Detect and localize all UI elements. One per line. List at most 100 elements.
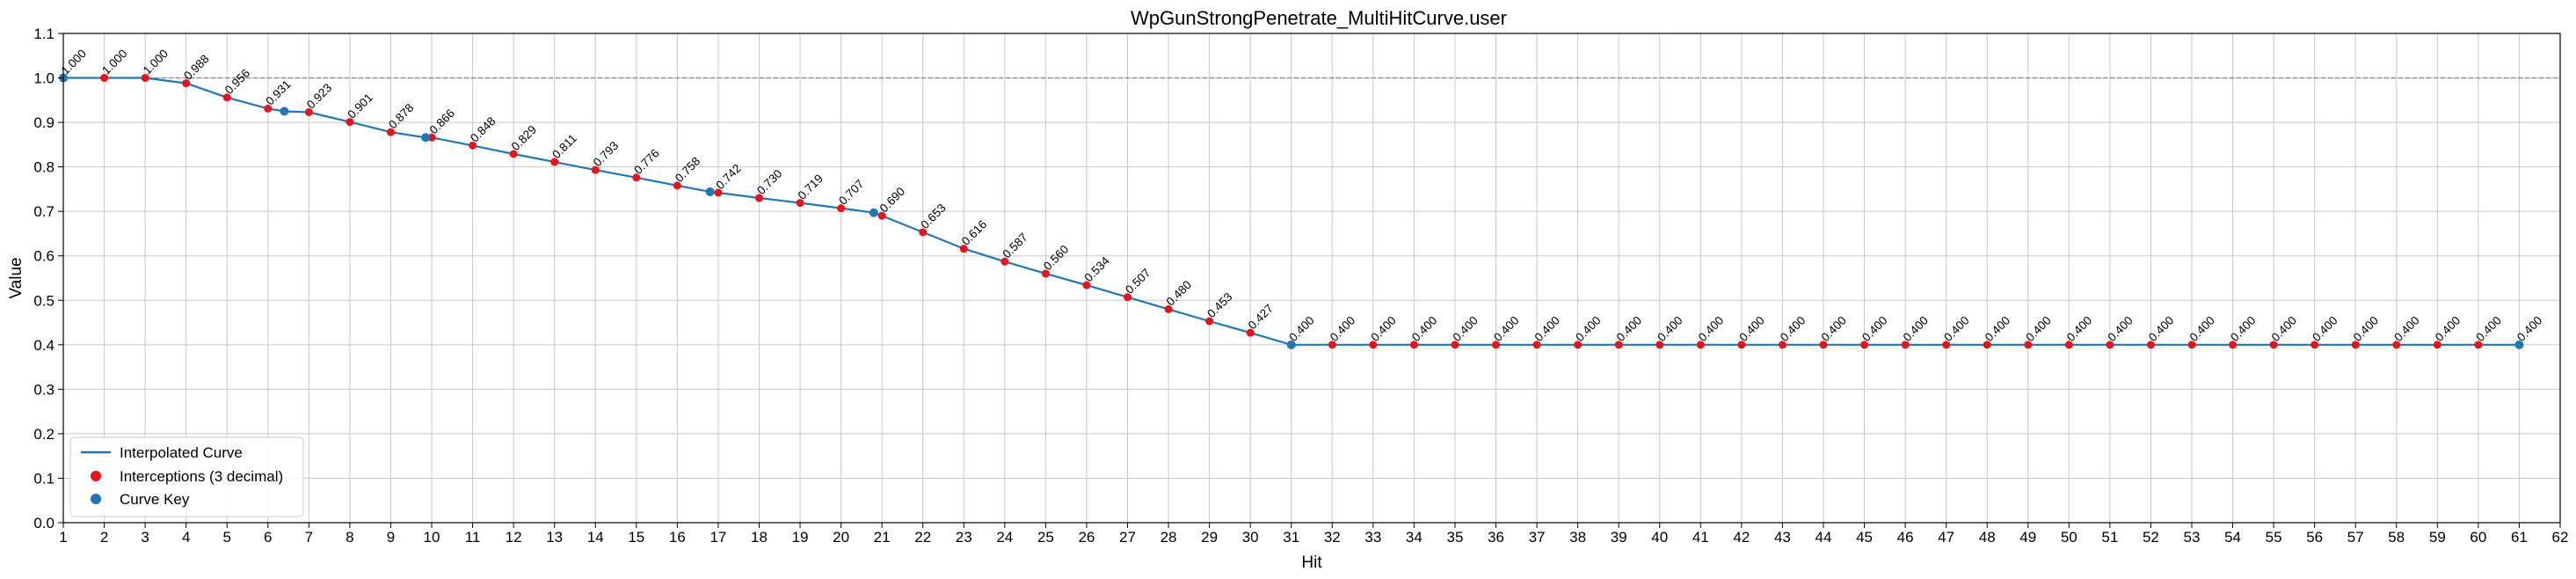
interception-point [1737, 341, 1746, 349]
x-tick-label: 22 [914, 529, 931, 546]
interception-point [1574, 341, 1583, 349]
axes-layer [62, 33, 2561, 524]
interception-point [919, 228, 928, 237]
x-tick-label: 53 [2184, 529, 2201, 546]
interception-point [2064, 341, 2073, 349]
chart-title: WpGunStrongPenetrate_MultiHitCurve.user [1131, 7, 1507, 29]
interception-point [2187, 341, 2196, 349]
x-tick-label: 37 [1529, 529, 1546, 546]
interception-point [1369, 341, 1378, 349]
curve-key-point [869, 208, 878, 217]
ticks-layer: 1 2 3 4 5 6 7 8 9 10 11 12 13 14 15 16 17 18 19 20 21 22 23 24 2… [33, 26, 2568, 546]
interception-point [100, 74, 109, 83]
x-tick-label: 40 [1651, 529, 1668, 546]
x-tick-label: 28 [1161, 529, 1177, 546]
x-tick-label: 1 [59, 529, 67, 546]
legend: Interpolated Curve Interceptions (3 deci… [69, 436, 304, 517]
x-tick-label: 33 [1364, 529, 1381, 546]
x-tick-label: 18 [751, 529, 768, 546]
interception-point [346, 118, 354, 127]
x-tick-label: 49 [2019, 529, 2036, 546]
interception-point [550, 158, 559, 166]
interception-point [2474, 341, 2483, 349]
interception-point [1778, 341, 1786, 349]
x-tick-label: 17 [709, 529, 726, 546]
x-tick-label: 46 [1897, 529, 1914, 546]
curve-key-point [705, 187, 715, 196]
x-tick-label: 24 [996, 529, 1013, 546]
interception-point [959, 245, 968, 253]
interception-point [1123, 293, 1132, 302]
x-tick-label: 62 [2552, 529, 2569, 546]
legend-box [69, 436, 304, 517]
x-tick-label: 47 [1938, 529, 1954, 546]
y-tick-label: 0.4 [33, 337, 55, 354]
x-tick-label: 31 [1283, 529, 1299, 546]
y-tick-label: 0.8 [33, 159, 55, 176]
y-tick-label: 0.0 [33, 515, 55, 531]
y-tick-label: 0.9 [33, 114, 55, 131]
interception-point [2433, 341, 2441, 349]
x-tick-label: 30 [1242, 529, 1259, 546]
interception-point [509, 150, 518, 158]
y-axis-label: Value [7, 257, 25, 298]
x-tick-label: 5 [222, 529, 230, 546]
x-tick-label: 41 [1692, 529, 1709, 546]
interception-point [1614, 341, 1623, 349]
x-tick-label: 19 [792, 529, 809, 546]
legend-item-curve: Interpolated Curve [120, 444, 243, 461]
x-tick-label: 61 [2511, 529, 2528, 546]
plot-background [63, 33, 2560, 523]
y-tick-label: 0.6 [33, 248, 55, 265]
interception-point [2229, 341, 2238, 349]
interception-point [2310, 341, 2319, 349]
interception-point [304, 107, 313, 116]
legend-item-keys: Curve Key [120, 491, 190, 508]
interception-point [591, 165, 600, 174]
x-tick-label: 27 [1119, 529, 1136, 546]
x-tick-label: 59 [2429, 529, 2446, 546]
x-tick-label: 60 [2470, 529, 2486, 546]
interception-point [1655, 341, 1664, 349]
interception-point [1819, 341, 1828, 349]
interception-point [2392, 341, 2401, 349]
x-tick-label: 10 [424, 529, 440, 546]
x-axis-label: Hit [1301, 553, 1322, 572]
interception-point [2269, 341, 2278, 349]
x-tick-label: 48 [1979, 529, 1996, 546]
x-tick-label: 8 [346, 529, 353, 546]
x-tick-label: 38 [1569, 529, 1586, 546]
interception-point [1451, 341, 1459, 349]
x-tick-label: 13 [546, 529, 563, 546]
interception-point [2024, 341, 2033, 349]
interception-point [386, 128, 395, 136]
y-tick-label: 0.3 [33, 381, 55, 398]
x-tick-label: 39 [1611, 529, 1627, 546]
x-tick-label: 23 [956, 529, 972, 546]
y-tick-label: 0.1 [33, 470, 55, 487]
legend-item-interceptions: Interceptions (3 decimal) [120, 468, 283, 485]
interception-point [754, 194, 763, 202]
plot-area [63, 33, 2560, 523]
x-tick-label: 12 [506, 529, 522, 546]
interception-point [714, 188, 723, 197]
x-tick-label: 3 [141, 529, 149, 546]
interception-point [182, 79, 191, 88]
curve-key-point [2514, 340, 2524, 349]
interception-point [1492, 341, 1501, 349]
x-tick-label: 2 [100, 529, 108, 546]
interception-point [222, 93, 231, 102]
interception-point [837, 204, 846, 213]
x-tick-label: 29 [1201, 529, 1218, 546]
interception-point [1205, 317, 1214, 326]
interception-point [1041, 269, 1050, 278]
x-tick-label: 58 [2388, 529, 2405, 546]
interception-point [2351, 341, 2360, 349]
interception-point [1696, 341, 1705, 349]
x-tick-label: 11 [465, 529, 481, 546]
interception-point [427, 133, 436, 142]
x-tick-label: 26 [1078, 529, 1095, 546]
axes-frame [62, 33, 2561, 524]
x-tick-label: 20 [833, 529, 849, 546]
